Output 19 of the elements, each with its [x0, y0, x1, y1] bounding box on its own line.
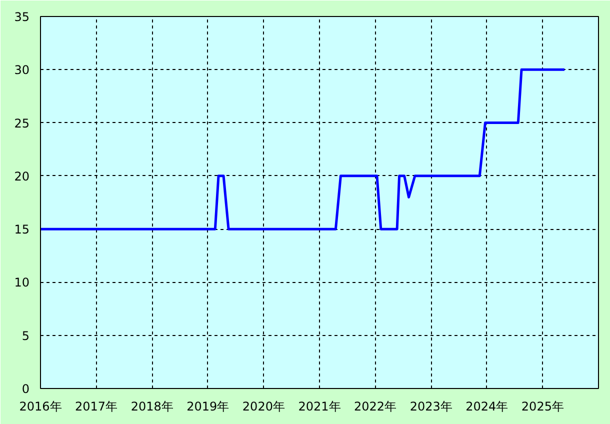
y-tick-label: 0 [22, 382, 30, 396]
y-tick-label: 5 [22, 328, 30, 343]
x-tick-label: 2021年 [298, 400, 341, 414]
x-tick-label: 2019年 [186, 400, 230, 414]
x-tick-label: 2016年 [19, 400, 62, 414]
y-tick-label: 35 [14, 10, 30, 24]
y-tick-label: 20 [14, 169, 30, 184]
y-tick-label: 15 [14, 222, 30, 237]
x-tick-label: 2024年 [466, 400, 508, 414]
y-tick-label: 30 [14, 63, 30, 78]
line-series [40, 68, 566, 230]
y-tick-label: 25 [14, 116, 30, 130]
x-tick-label: 2017年 [75, 400, 118, 414]
x-tick-label: 2023年 [410, 400, 452, 414]
x-tick-label: 2022年 [354, 400, 397, 414]
y-tick-label: 10 [14, 276, 30, 290]
x-tick-label: 2025年 [521, 400, 564, 414]
x-tick-label: 2018年 [130, 400, 174, 414]
x-tick-label: 2020年 [242, 400, 285, 414]
